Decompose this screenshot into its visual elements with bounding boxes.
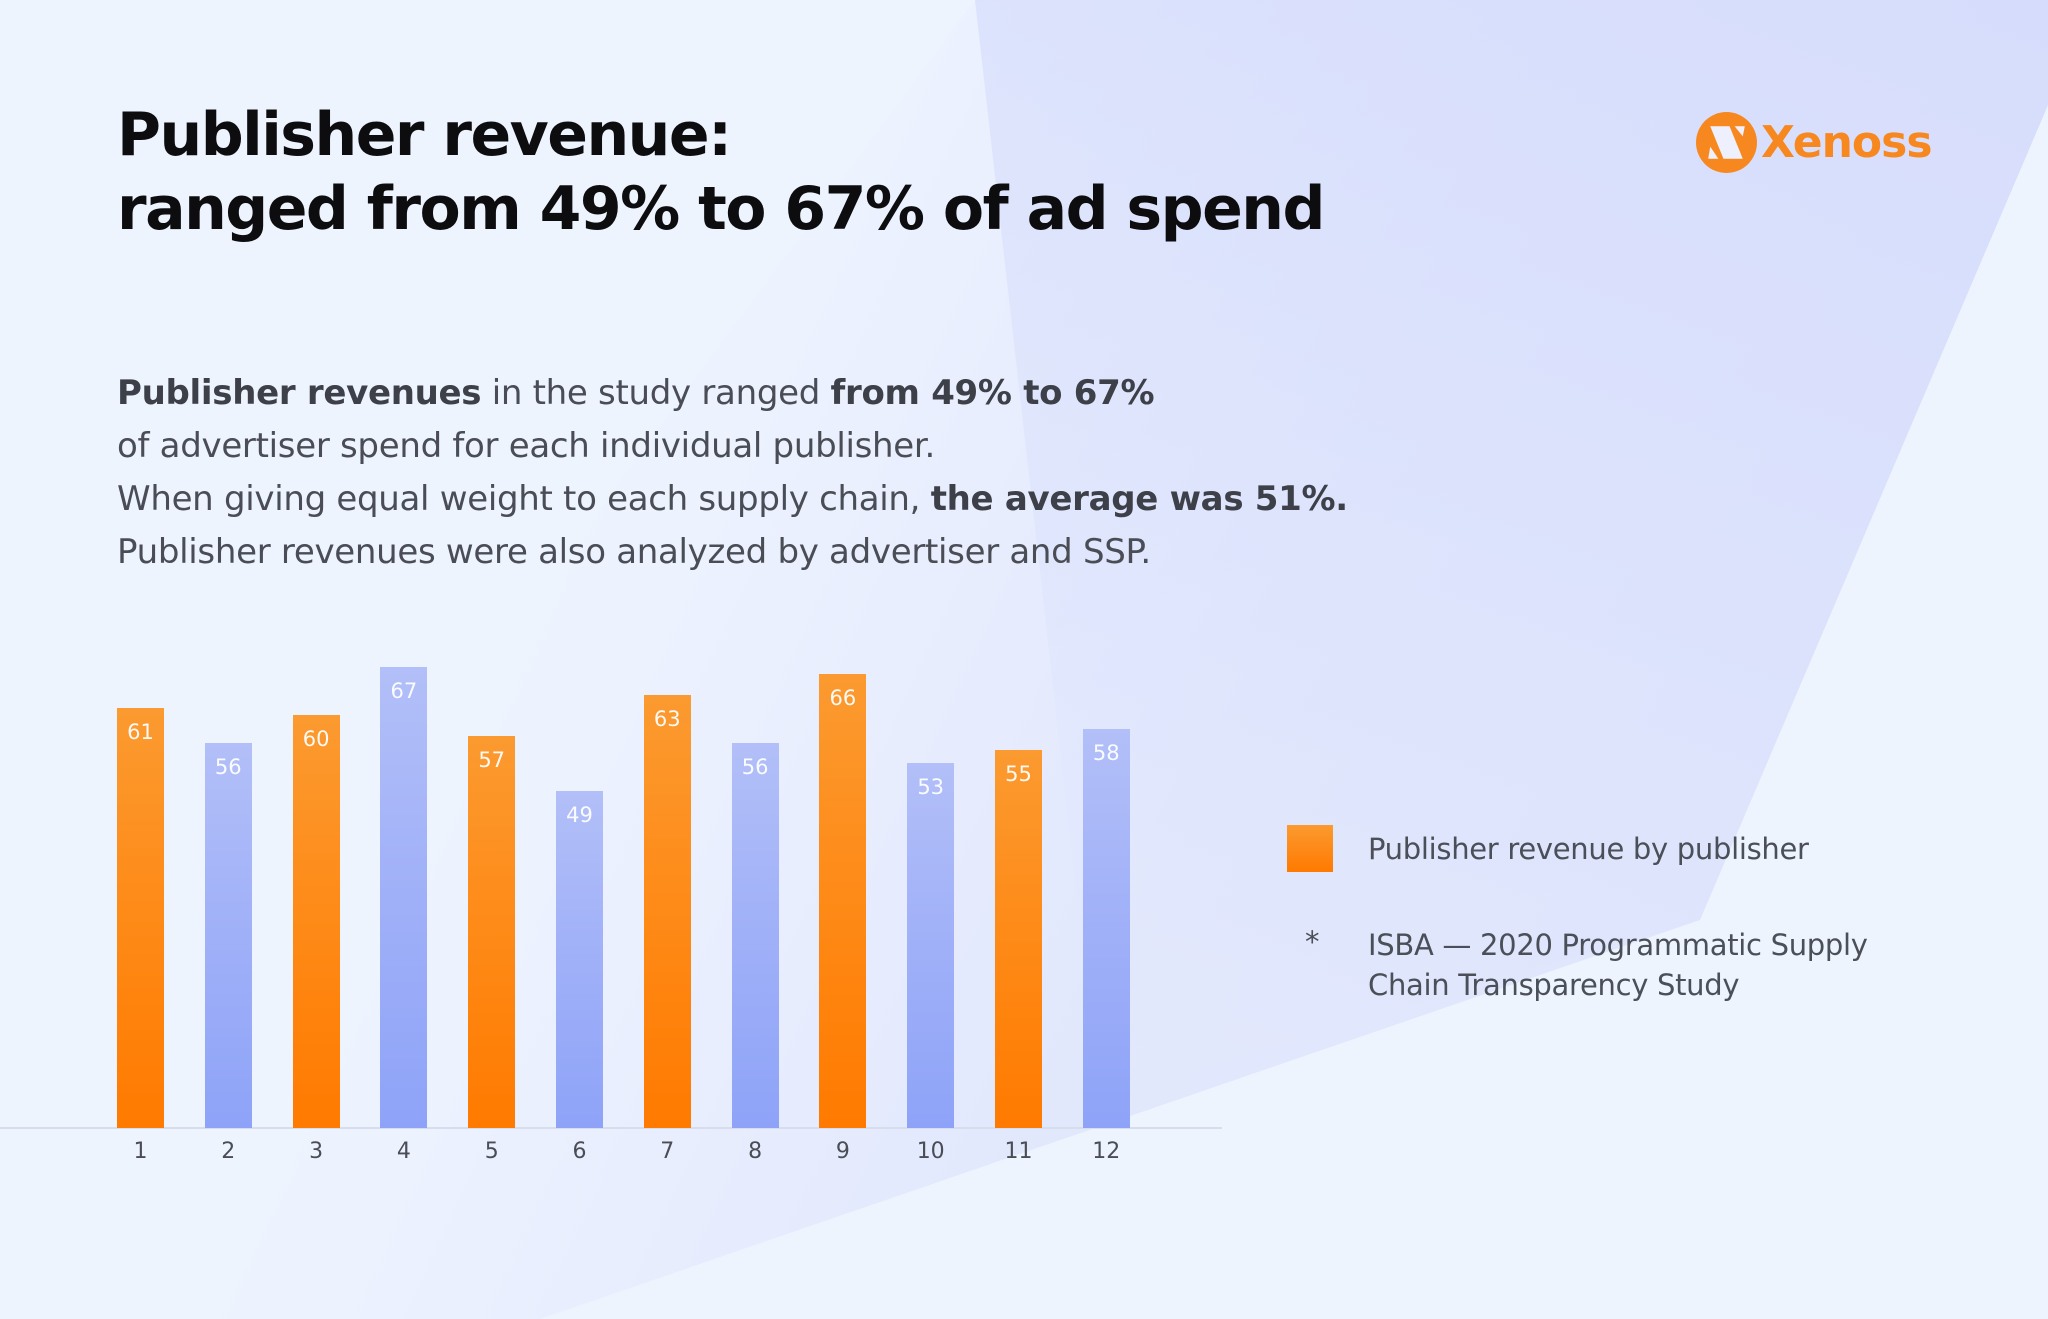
logo-wordmark: Xenoss xyxy=(1761,116,1933,168)
x-tick-label: 6 xyxy=(572,1139,587,1164)
page-title: Publisher revenue: ranged from 49% to 67… xyxy=(117,98,1325,246)
x-tick-label: 8 xyxy=(748,1139,763,1164)
bar-value-label: 53 xyxy=(917,775,945,800)
x-tick-label: 9 xyxy=(835,1139,850,1164)
bar-1: 61 xyxy=(117,708,164,1128)
title-line-1: Publisher revenue: xyxy=(117,100,732,170)
x-axis-line xyxy=(0,1127,1222,1129)
bar-value-label: 57 xyxy=(478,747,506,772)
bar-value-label: 49 xyxy=(566,802,593,827)
bar-12: 58 xyxy=(1082,728,1130,1128)
source-footnote: * ISBA — 2020 Programmatic Supply Chain … xyxy=(1305,925,1868,1005)
footnote-line-2: Chain Transparency Study xyxy=(1368,968,1740,1002)
xenoss-x-circle-icon xyxy=(1696,111,1757,173)
x-tick-label: 3 xyxy=(309,1139,324,1164)
bar-value-label: 58 xyxy=(1092,740,1120,765)
legend-item: Publisher revenue by publisher xyxy=(1287,825,1809,872)
bar-6: 49 xyxy=(556,790,603,1128)
description-line-4: Publisher revenues were also analyzed by… xyxy=(117,526,1348,579)
bar-value-label: 63 xyxy=(653,706,681,731)
description-line-3: When giving equal weight to each supply … xyxy=(117,473,1348,526)
legend-label: Publisher revenue by publisher xyxy=(1368,831,1809,866)
bar-value-label: 61 xyxy=(127,720,154,745)
x-tick-label: 1 xyxy=(133,1139,148,1164)
bar-value-label: 60 xyxy=(302,727,330,752)
bar-value-label: 56 xyxy=(741,754,769,779)
emphasis-text: from 49% to 67% xyxy=(830,373,1155,413)
body-text-run: of advertiser spend for each individual … xyxy=(117,426,935,466)
legend-swatch-orange xyxy=(1287,825,1333,872)
x-tick-label: 10 xyxy=(916,1139,945,1164)
emphasis-text: Publisher revenues xyxy=(117,373,482,413)
x-tick-label: 11 xyxy=(1004,1139,1033,1164)
bar-2: 56 xyxy=(204,742,252,1128)
bar-9: 66 xyxy=(819,673,867,1128)
footnote-line-1: ISBA — 2020 Programmatic Supply xyxy=(1368,928,1868,962)
bar-7: 63 xyxy=(643,694,691,1128)
description-paragraph: Publisher revenues in the study ranged f… xyxy=(117,367,1348,579)
bar-3: 60 xyxy=(292,715,340,1128)
description-line-2: of advertiser spend for each individual … xyxy=(117,420,1348,473)
title-line-2: ranged from 49% to 67% of ad spend xyxy=(117,174,1325,244)
bar-value-label: 67 xyxy=(390,679,418,704)
bar-value-label: 66 xyxy=(829,685,857,710)
body-text-run: Publisher revenues were also analyzed by… xyxy=(117,532,1151,572)
asterisk-icon: * xyxy=(1305,925,1320,959)
body-text-run: When giving equal weight to each supply … xyxy=(117,479,931,519)
x-tick-label: 7 xyxy=(660,1139,675,1164)
bar-value-label: 55 xyxy=(1005,761,1032,786)
footnote-text: ISBA — 2020 Programmatic Supply Chain Tr… xyxy=(1368,925,1868,1005)
bar-5: 57 xyxy=(468,735,516,1128)
x-tick-label: 2 xyxy=(221,1139,236,1164)
x-tick-label: 5 xyxy=(484,1139,499,1164)
bar-10: 53 xyxy=(907,763,955,1128)
body-text-run: in the study ranged xyxy=(481,373,831,413)
xenoss-logo: Xenoss xyxy=(1696,111,1933,173)
x-tick-label: 12 xyxy=(1092,1139,1121,1164)
emphasis-text: the average was 51%. xyxy=(930,479,1349,519)
bar-4: 67 xyxy=(380,667,428,1128)
bar-11: 55 xyxy=(995,749,1042,1128)
bar-8: 56 xyxy=(731,742,779,1128)
bar-value-label: 56 xyxy=(214,754,242,779)
bar-chart: 61 1 56 2 60 3 67 4 57 5 49 6 63 7 56 8 66 9 53 10 55 11 58 12 xyxy=(0,667,1222,1164)
x-tick-label: 4 xyxy=(396,1139,411,1164)
description-line-1: Publisher revenues in the study ranged f… xyxy=(117,367,1348,420)
